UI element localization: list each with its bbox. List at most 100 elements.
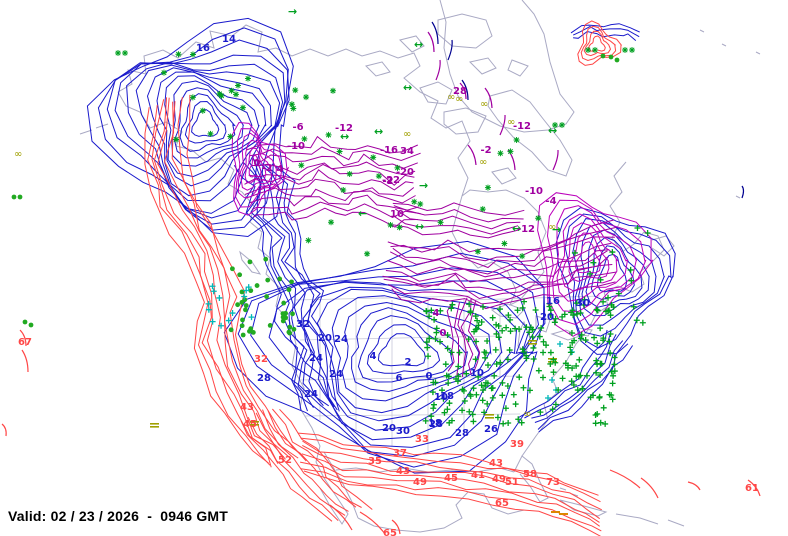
plus-symbol — [209, 318, 216, 325]
plus-symbol — [210, 288, 217, 295]
rain-dot-icon — [289, 279, 294, 285]
plus-symbol — [526, 329, 533, 336]
haze-bar-icon — [548, 358, 557, 360]
snow-asterisk-icon — [519, 253, 526, 260]
plus-symbol — [437, 307, 444, 314]
isotherm-loop — [250, 267, 540, 458]
isotherm-line — [302, 444, 600, 520]
snow-asterisk-icon — [484, 184, 491, 191]
contour-label: 73 — [546, 477, 560, 488]
snow-asterisk-icon — [303, 94, 310, 101]
haze-bar-icon — [485, 414, 494, 416]
dust-bar-icon — [551, 511, 560, 513]
isotherm-line — [177, 97, 307, 462]
isotherm-line — [153, 97, 279, 464]
contour-label: 4 — [277, 164, 284, 175]
valid-time-text: Valid: 02 / 23 / 2026 - 0946 GMT — [8, 508, 229, 524]
isotherm-line — [302, 440, 603, 511]
isotherm-loop — [97, 27, 289, 231]
contour-fragment — [499, 114, 506, 136]
plus-symbol — [576, 356, 583, 363]
rain-dot-icon — [239, 289, 245, 295]
isotherm-line — [395, 208, 521, 230]
plus-symbol — [593, 306, 600, 313]
isotherm-loop — [240, 139, 273, 191]
plus-symbol — [567, 344, 574, 351]
isotherm-loop — [556, 213, 629, 302]
plus-symbol — [530, 355, 537, 362]
plus-symbol — [499, 379, 506, 386]
contour-label: 20 — [318, 333, 332, 344]
plus-symbol — [594, 307, 601, 314]
plus-symbol — [536, 333, 543, 340]
plus-symbol — [218, 322, 225, 329]
plus-symbol — [550, 369, 557, 376]
plus-symbol — [552, 359, 559, 366]
snow-asterisk-icon — [216, 90, 223, 97]
plus-symbol — [607, 331, 614, 338]
isotherm-line — [233, 164, 302, 411]
contour-label: 10 — [390, 209, 404, 220]
plus-symbol — [507, 316, 514, 323]
coastline — [487, 89, 573, 177]
plus-symbol — [540, 349, 547, 356]
snow-asterisk-icon — [115, 50, 121, 56]
isotherm-line — [570, 23, 640, 34]
isotherm-line — [247, 416, 339, 521]
snow-asterisk-icon — [189, 51, 196, 58]
contour-label: 28 — [455, 428, 469, 439]
plus-symbol — [424, 344, 431, 351]
plus-symbol — [521, 298, 528, 305]
plus-symbol — [578, 331, 585, 338]
plus-symbol — [602, 420, 609, 427]
isotherm-line — [382, 256, 608, 292]
contour-label: 0 — [254, 158, 261, 169]
plus-symbol — [460, 387, 467, 394]
rain-dot-icon — [11, 194, 17, 200]
isotherm-loop — [583, 30, 612, 57]
isotherm-line — [249, 194, 419, 211]
plus-symbol — [482, 383, 489, 390]
haze-bar-icon — [528, 340, 537, 342]
plus-symbol — [245, 284, 252, 291]
plus-symbol — [609, 249, 616, 256]
snow-asterisk-icon — [328, 219, 335, 226]
fog-infinity-icon: ∞ — [447, 92, 455, 103]
isotherm-line — [251, 201, 421, 218]
plus-symbol — [248, 314, 255, 321]
plus-symbol — [453, 375, 460, 382]
plus-symbol — [229, 310, 236, 317]
plus-symbol — [577, 372, 584, 379]
snow-asterisk-icon — [364, 250, 371, 257]
snow-asterisk-icon — [235, 82, 242, 89]
contour-label: -10 — [287, 141, 305, 152]
contour-label: 2 — [405, 357, 412, 368]
plus-symbol — [555, 386, 562, 393]
plus-symbol — [461, 397, 468, 404]
plus-symbol — [644, 230, 651, 237]
plus-symbol — [594, 340, 601, 347]
plus-symbol — [583, 372, 590, 379]
isotherm-loop — [244, 147, 267, 184]
plus-symbol — [503, 324, 510, 331]
fog-infinity-icon: ∞ — [14, 149, 22, 160]
plus-symbol — [590, 259, 597, 266]
plus-symbol — [446, 400, 453, 407]
isotherm-loop — [596, 253, 628, 293]
plus-symbol — [529, 333, 536, 340]
plus-symbol — [593, 357, 600, 364]
plus-symbol — [444, 406, 451, 413]
contour-label: 45 — [444, 473, 458, 484]
rain-dot-icon — [22, 319, 28, 325]
state-border — [295, 295, 471, 301]
contour-fragment — [461, 79, 469, 101]
coastline — [365, 61, 391, 77]
isotherm-line — [186, 94, 307, 461]
plus-symbol — [493, 361, 500, 368]
rain-dot-icon — [291, 326, 297, 332]
isotherm-line — [252, 157, 324, 407]
plus-symbol — [515, 416, 522, 423]
snow-asterisk-icon — [394, 164, 401, 171]
plus-symbol — [430, 401, 437, 408]
rain-dot-icon — [235, 302, 241, 308]
